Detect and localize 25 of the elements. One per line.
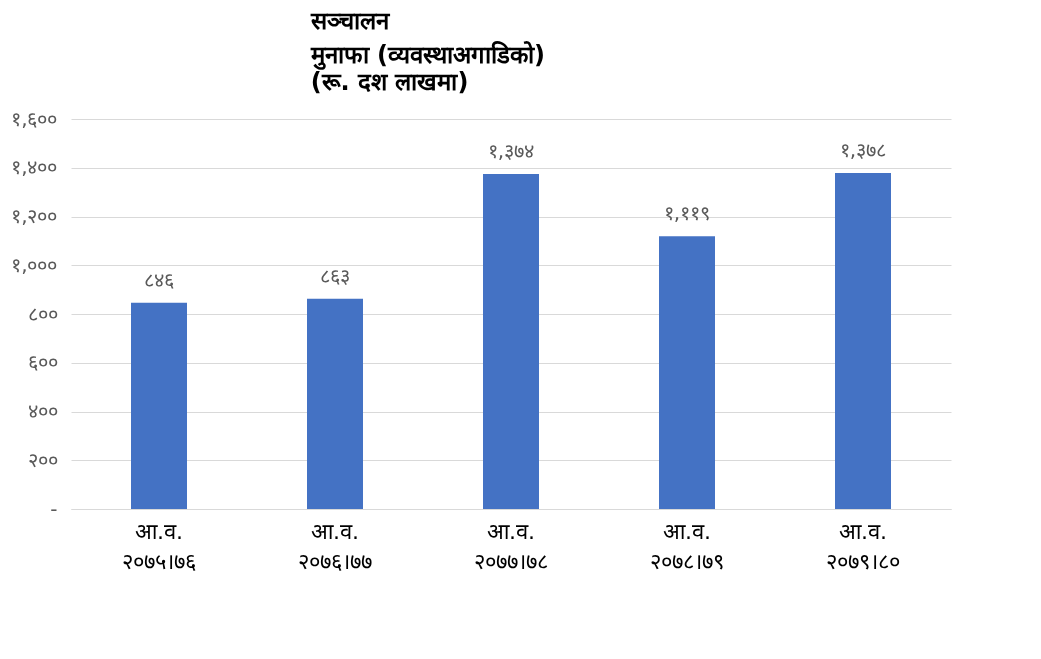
y-tick-label: - bbox=[50, 496, 58, 521]
bar bbox=[483, 174, 539, 509]
x-tick-label: आ.व. २०७८।७९ bbox=[650, 518, 724, 574]
y-tick-label: ४०० bbox=[27, 399, 58, 423]
data-label: १,३७४ bbox=[487, 139, 535, 164]
data-label: ८६३ bbox=[320, 263, 350, 288]
y-tick-label: १,२०० bbox=[11, 204, 58, 228]
y-tick-label: ८०० bbox=[27, 301, 58, 326]
x-tick-label: आ.व. २०७५।७६ bbox=[122, 518, 196, 574]
y-tick-label: १,६०० bbox=[11, 106, 58, 131]
y-tick-label: १,००० bbox=[11, 252, 58, 277]
x-tick-label: आ.व. २०७६।७७ bbox=[298, 518, 372, 574]
data-label: १,११९ bbox=[663, 201, 711, 226]
bar bbox=[835, 173, 891, 509]
y-tick-label: ६०० bbox=[27, 350, 58, 375]
data-label: ८४६ bbox=[144, 267, 174, 292]
data-label: १,३७८ bbox=[839, 138, 887, 163]
y-tick-label: २०० bbox=[27, 447, 58, 472]
bar bbox=[131, 302, 187, 509]
bar bbox=[659, 236, 715, 509]
chart-title: सञ्चालन मुनाफा (व्यवस्थाअगाडिको) bbox=[309, 7, 545, 70]
x-tick-label: आ.व. २०७७।७८ bbox=[474, 518, 548, 574]
bar bbox=[307, 298, 363, 509]
x-tick-label: आ.व. २०७९।८० bbox=[826, 518, 900, 574]
y-tick-label: १,४०० bbox=[11, 155, 58, 180]
